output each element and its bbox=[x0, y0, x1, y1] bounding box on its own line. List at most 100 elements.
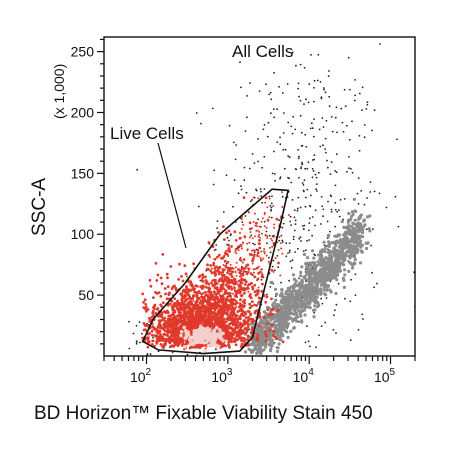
live-cell-point bbox=[195, 291, 199, 294]
live-cell-point bbox=[239, 303, 242, 306]
live-cell-point bbox=[172, 333, 175, 336]
live-cell-point bbox=[241, 295, 244, 298]
live-cell-point bbox=[216, 269, 219, 271]
debris-point bbox=[248, 167, 251, 170]
dead-cell-point bbox=[327, 264, 332, 269]
x-tick-label: 104 bbox=[293, 367, 315, 385]
debris-point bbox=[285, 242, 288, 245]
dead-cell-point bbox=[290, 304, 294, 308]
live-cell-point bbox=[273, 223, 276, 226]
live-cell-point bbox=[247, 210, 250, 213]
dead-cell-point bbox=[306, 256, 310, 260]
debris-point bbox=[320, 223, 322, 225]
live-cell-point bbox=[182, 305, 186, 309]
live-cell-point bbox=[253, 283, 257, 287]
debris-point bbox=[270, 112, 272, 115]
live-cell-point bbox=[252, 254, 256, 258]
live-cell-point bbox=[226, 309, 230, 313]
live-cell-point bbox=[259, 258, 263, 262]
debris-point bbox=[284, 148, 287, 151]
live-cell-point bbox=[218, 271, 222, 275]
live-cell-point bbox=[165, 297, 169, 301]
scatter-layer bbox=[128, 43, 415, 356]
live-cell-core-point bbox=[194, 340, 198, 345]
debris-point bbox=[228, 124, 231, 127]
debris-point bbox=[341, 121, 344, 124]
live-cell-point bbox=[228, 307, 232, 310]
dead-cell-point bbox=[275, 349, 279, 354]
live-cell-core-point bbox=[201, 327, 205, 332]
live-cell-point bbox=[228, 300, 231, 303]
dead-cell-point bbox=[252, 340, 256, 344]
debris-point bbox=[276, 108, 278, 111]
live-cell-point bbox=[216, 296, 219, 299]
live-cell-point bbox=[199, 346, 202, 349]
live-cell-point bbox=[222, 225, 225, 229]
dead-cell-point bbox=[283, 307, 287, 311]
dead-cell-point bbox=[289, 329, 293, 333]
dead-cell-point bbox=[302, 252, 306, 257]
debris-point bbox=[302, 225, 304, 227]
debris-point bbox=[358, 149, 361, 152]
debris-point bbox=[244, 130, 247, 133]
x-tick-label: 105 bbox=[374, 367, 396, 385]
debris-point bbox=[241, 221, 244, 224]
debris-point bbox=[321, 117, 324, 119]
debris-point bbox=[335, 106, 338, 109]
live-cell-point bbox=[228, 322, 231, 326]
dead-cell-point bbox=[351, 235, 355, 239]
debris-point bbox=[297, 149, 299, 151]
live-cell-point bbox=[243, 311, 247, 314]
debris-point bbox=[354, 94, 356, 97]
dead-cell-point bbox=[303, 303, 307, 307]
dead-cell-point bbox=[328, 288, 332, 292]
debris-point bbox=[302, 184, 305, 186]
live-cell-point bbox=[173, 323, 176, 327]
live-cell-point bbox=[154, 291, 157, 294]
live-cell-point bbox=[176, 342, 179, 345]
debris-point bbox=[317, 53, 320, 56]
dead-cell-point bbox=[271, 341, 276, 345]
live-cell-point bbox=[222, 273, 225, 276]
dead-cell-point bbox=[324, 263, 328, 267]
dead-cell-point bbox=[353, 218, 357, 222]
debris-point bbox=[243, 166, 246, 169]
live-cell-point bbox=[231, 313, 234, 317]
live-cell-point bbox=[208, 312, 212, 316]
live-cell-point bbox=[192, 294, 195, 298]
debris-point bbox=[278, 219, 280, 222]
live-cell-point bbox=[223, 308, 226, 310]
dead-cell-point bbox=[284, 312, 288, 316]
live-cell-point bbox=[151, 339, 155, 343]
debris-point bbox=[272, 51, 275, 54]
debris-point bbox=[365, 108, 368, 110]
dead-cell-point bbox=[296, 294, 300, 298]
live-cell-point bbox=[185, 310, 188, 313]
dead-cell-point bbox=[281, 314, 285, 318]
live-cell-core-point bbox=[184, 332, 189, 337]
dead-cell-point bbox=[316, 274, 320, 278]
debris-point bbox=[149, 353, 152, 356]
debris-point bbox=[335, 153, 338, 156]
dead-cell-point bbox=[334, 291, 338, 296]
live-cell-point bbox=[146, 336, 150, 339]
debris-point bbox=[353, 99, 356, 102]
live-cell-point bbox=[249, 313, 252, 317]
live-cell-point bbox=[240, 325, 243, 329]
live-cell-point bbox=[246, 338, 250, 342]
live-cell-point bbox=[256, 225, 259, 228]
live-cell-point bbox=[232, 323, 235, 326]
dead-cell-point bbox=[257, 340, 262, 344]
dead-cell-point bbox=[319, 271, 323, 275]
dead-cell-point bbox=[350, 224, 354, 229]
live-cell-point bbox=[264, 300, 268, 304]
dead-cell-point bbox=[310, 295, 314, 299]
dead-cell-point bbox=[274, 287, 278, 291]
debris-point bbox=[351, 120, 353, 123]
dead-cell-point bbox=[270, 339, 274, 343]
live-cell-point bbox=[237, 285, 241, 288]
live-cell-point bbox=[226, 271, 229, 275]
dead-cell-point bbox=[345, 225, 349, 229]
debris-point bbox=[370, 244, 372, 247]
